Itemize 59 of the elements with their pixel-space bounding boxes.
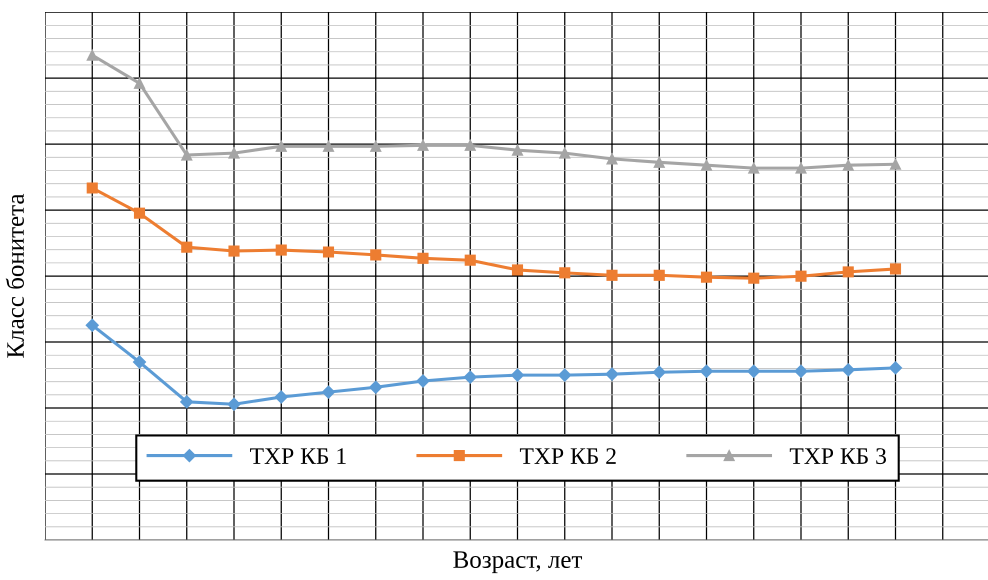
point xyxy=(559,148,570,159)
point xyxy=(700,364,714,378)
point xyxy=(86,318,99,332)
point xyxy=(370,140,382,152)
point xyxy=(322,140,334,152)
point xyxy=(794,364,808,378)
point xyxy=(369,380,382,394)
point xyxy=(606,153,618,164)
point xyxy=(795,162,807,174)
point xyxy=(180,395,194,408)
point xyxy=(417,140,429,151)
point xyxy=(86,182,98,194)
point xyxy=(464,370,477,384)
point xyxy=(134,208,146,219)
point xyxy=(416,374,430,388)
point xyxy=(512,264,524,276)
legend-label: ТХР КБ 1 xyxy=(250,448,346,464)
point xyxy=(652,366,666,379)
point xyxy=(322,246,334,258)
point xyxy=(86,50,98,61)
y-axis-title: Класс бонитета xyxy=(6,194,24,358)
point xyxy=(370,249,382,260)
point xyxy=(464,140,476,151)
point xyxy=(134,78,146,89)
point xyxy=(890,158,902,170)
point xyxy=(322,386,336,399)
point xyxy=(748,162,760,174)
point xyxy=(606,270,618,281)
point xyxy=(795,270,807,282)
point xyxy=(228,148,240,159)
point xyxy=(417,252,429,264)
point xyxy=(132,355,146,369)
point xyxy=(747,364,760,378)
x-axis-title: Возраст, лет xyxy=(453,551,582,574)
point xyxy=(464,254,476,266)
legend-label: ТХР КБ 3 xyxy=(790,448,886,464)
point xyxy=(274,390,288,404)
point xyxy=(654,270,665,281)
point xyxy=(842,266,854,278)
point xyxy=(605,368,619,381)
point xyxy=(558,368,572,382)
point xyxy=(276,244,287,256)
point xyxy=(559,267,570,278)
point xyxy=(512,144,524,156)
point xyxy=(890,263,902,275)
point xyxy=(228,245,240,257)
point xyxy=(888,361,902,374)
legend-label: ТХР КБ 2 xyxy=(520,448,616,464)
point xyxy=(700,160,712,171)
point xyxy=(842,363,855,376)
point xyxy=(510,368,524,382)
point xyxy=(227,398,241,411)
point xyxy=(181,242,192,253)
point xyxy=(748,272,760,284)
point xyxy=(654,156,665,168)
point xyxy=(276,140,287,152)
point xyxy=(181,149,192,161)
point xyxy=(700,272,712,283)
point xyxy=(842,160,854,171)
